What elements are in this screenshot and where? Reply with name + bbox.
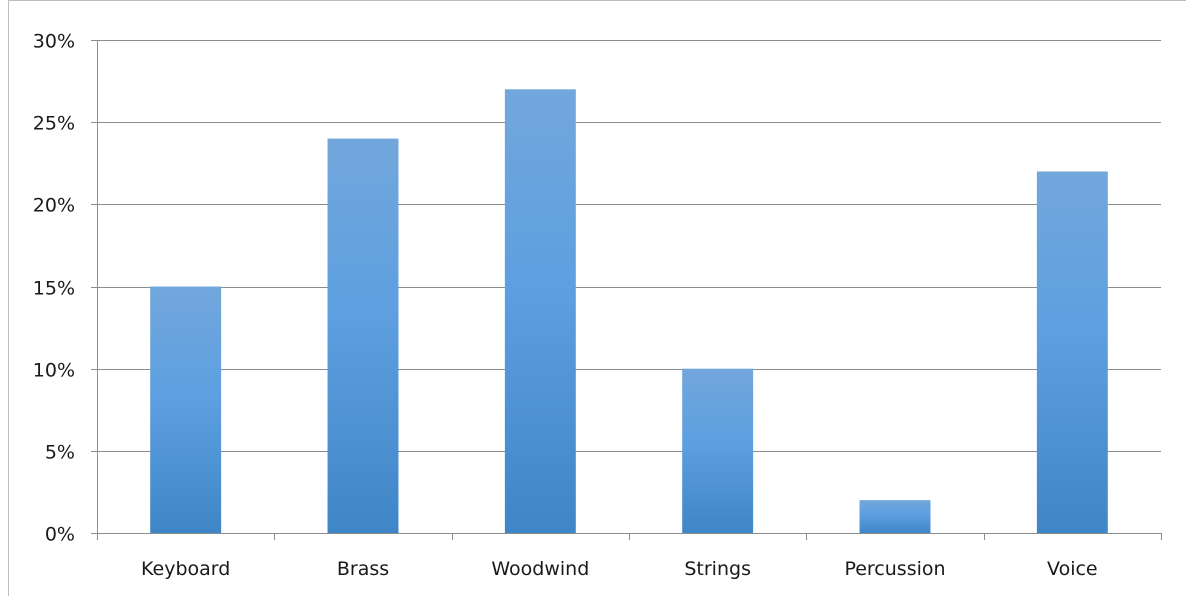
x-tick-labels: Keyboard Brass Woodwind Strings Percussion Vo…: [141, 558, 1098, 580]
axes: [91, 40, 1162, 540]
y-tick-labels: 0% 5% 10% 15% 20% 25% 30%: [33, 31, 75, 546]
bar-percussion: Percussion: 2%: [859, 500, 931, 533]
bar-strings: Strings: 10%: [682, 368, 754, 533]
y-tick-label: 15%: [33, 278, 75, 300]
bars: Keyboard: 15% Brass: 24% Woodwind: 27% Stri…: [150, 89, 1108, 534]
y-tick-label: 30%: [33, 31, 75, 53]
y-tick-label: 0%: [45, 524, 75, 546]
chart-frame-top-edge: [8, 0, 1186, 1]
bar-woodwind: Woodwind: 27%: [504, 89, 576, 534]
x-tick-label-keyboard: Keyboard: [141, 558, 230, 580]
chart-frame-left-edge: [8, 0, 9, 596]
y-tick-label: 10%: [33, 360, 75, 382]
x-tick-label-woodwind: Woodwind: [491, 558, 589, 580]
x-tick-label-strings: Strings: [684, 558, 751, 580]
y-tick-label: 25%: [33, 113, 75, 135]
bar-voice: Voice: 22%: [1036, 171, 1108, 533]
x-tick-label-percussion: Percussion: [844, 558, 945, 580]
bar-keyboard: Keyboard: 15%: [150, 286, 222, 533]
x-tick-label-brass: Brass: [337, 558, 389, 580]
bar-brass: Brass: 24%: [327, 138, 399, 533]
gridlines: [97, 40, 1161, 452]
y-tick-label: 20%: [33, 195, 75, 217]
x-tick-label-voice: Voice: [1047, 558, 1098, 580]
y-tick-label: 5%: [45, 442, 75, 464]
